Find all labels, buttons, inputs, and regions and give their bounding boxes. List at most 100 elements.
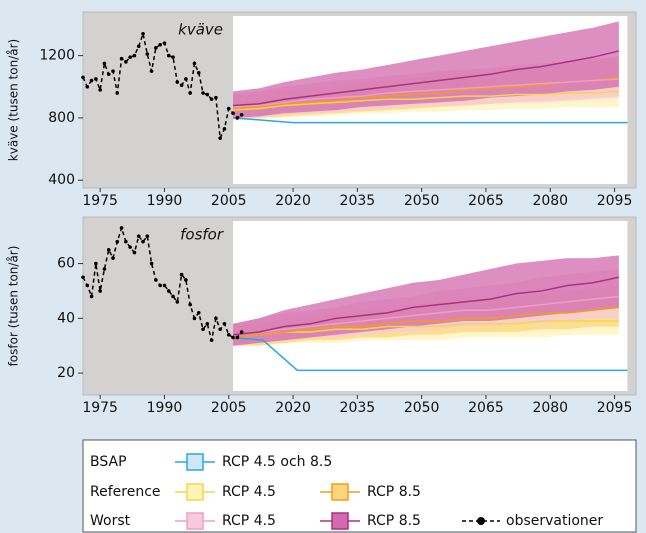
observation-point bbox=[188, 91, 192, 95]
scenario-line bbox=[232, 276, 620, 336]
y-tick-label: 800 bbox=[48, 110, 75, 126]
x-tick-label: 1990 bbox=[147, 400, 183, 416]
observation-point bbox=[128, 55, 132, 59]
observation-point bbox=[115, 239, 120, 244]
observation-point bbox=[145, 52, 150, 56]
x-tick-label: 2050 bbox=[404, 400, 440, 416]
x-tick-label: 2095 bbox=[597, 400, 633, 416]
observation-point bbox=[85, 84, 90, 89]
x-tick-label: 2065 bbox=[468, 193, 504, 209]
observation-point bbox=[192, 61, 197, 66]
scenario-line bbox=[232, 117, 628, 124]
legend-swatch bbox=[186, 483, 204, 501]
observation-point bbox=[119, 226, 124, 230]
observation-point bbox=[192, 316, 197, 321]
observation-point bbox=[171, 294, 175, 299]
scenario-line bbox=[232, 76, 619, 110]
observation-point bbox=[222, 127, 227, 131]
observation-point bbox=[94, 77, 98, 81]
observation-point bbox=[205, 322, 210, 326]
observation-point bbox=[141, 239, 145, 244]
x-tick-label: 2020 bbox=[275, 193, 311, 209]
observation-point bbox=[188, 302, 192, 307]
observation-point bbox=[179, 272, 184, 277]
y-tick-label: 400 bbox=[48, 172, 75, 188]
observation-point bbox=[124, 239, 128, 244]
panel-label: fosfor bbox=[180, 226, 224, 244]
observation-point bbox=[94, 261, 98, 266]
observation-point bbox=[231, 335, 235, 340]
observation-point bbox=[119, 56, 124, 61]
x-tick-label: 1990 bbox=[147, 193, 183, 209]
x-tick-label: 2035 bbox=[340, 400, 376, 416]
scenario-line bbox=[232, 306, 619, 339]
uncertainty-band bbox=[233, 255, 619, 346]
scenario-line bbox=[232, 78, 619, 108]
observation-point bbox=[81, 275, 85, 280]
legend-label: RCP 4.5 bbox=[222, 484, 276, 500]
observation-point bbox=[115, 91, 120, 95]
observation-point bbox=[158, 42, 162, 47]
y-axis-label: fosfor (tusen ton/år) bbox=[7, 246, 21, 367]
legend-swatch bbox=[186, 512, 204, 530]
observation-point bbox=[149, 261, 154, 266]
observation-point bbox=[184, 77, 188, 81]
observation-point bbox=[162, 41, 167, 45]
observation-point bbox=[106, 248, 111, 252]
observation-point bbox=[218, 327, 222, 332]
scenario-line bbox=[232, 320, 619, 339]
x-tick-label: 2035 bbox=[340, 193, 376, 209]
observation-point bbox=[145, 234, 150, 238]
observation-point bbox=[184, 278, 188, 282]
observation-point bbox=[102, 61, 107, 66]
legend-swatch bbox=[186, 453, 204, 471]
observation-point bbox=[154, 278, 158, 282]
scenario-line bbox=[232, 295, 619, 336]
observation-point bbox=[175, 300, 180, 304]
observation-point bbox=[89, 294, 94, 299]
observation-point bbox=[201, 91, 205, 95]
observation-point bbox=[196, 70, 201, 75]
observation-point bbox=[102, 267, 107, 271]
legend-row-label: BSAP bbox=[90, 454, 127, 470]
legend-label: observationer bbox=[506, 513, 603, 529]
observation-point bbox=[111, 69, 115, 73]
observation-point bbox=[222, 322, 227, 326]
legend-label: RCP 4.5 och 8.5 bbox=[222, 454, 332, 470]
legend-label: RCP 4.5 bbox=[222, 513, 276, 529]
x-tick-label: 2005 bbox=[211, 400, 247, 416]
x-tick-label: 1975 bbox=[82, 193, 118, 209]
observation-point bbox=[136, 234, 141, 238]
legend-row-label: Reference bbox=[90, 484, 161, 500]
observation-point bbox=[205, 92, 210, 97]
legend-box bbox=[82, 439, 637, 533]
y-axis-label: kväve (tusen ton/år) bbox=[7, 39, 21, 161]
observation-point bbox=[214, 95, 218, 100]
x-tick-label: 2050 bbox=[404, 193, 440, 209]
observation-point bbox=[141, 32, 145, 36]
observation-point bbox=[235, 335, 240, 340]
observation-point bbox=[89, 78, 94, 83]
observation-point bbox=[226, 106, 231, 111]
observation-point bbox=[214, 316, 218, 321]
observation-point bbox=[81, 75, 85, 80]
scenario-line bbox=[232, 336, 628, 372]
scenario-line bbox=[232, 50, 620, 107]
observation-point bbox=[171, 55, 175, 59]
observation-point bbox=[128, 245, 132, 249]
x-tick-label: 2080 bbox=[532, 193, 568, 209]
observation-point bbox=[98, 88, 102, 92]
observation-point bbox=[166, 289, 171, 293]
observation-point bbox=[98, 289, 102, 293]
x-tick-label: 2020 bbox=[275, 400, 311, 416]
scenario-line bbox=[232, 90, 619, 111]
observation-point bbox=[226, 332, 231, 337]
y-tick-label: 40 bbox=[57, 310, 75, 326]
x-tick-label: 2065 bbox=[468, 400, 504, 416]
observation-point bbox=[179, 83, 184, 88]
legend-swatch bbox=[331, 483, 349, 501]
observation-point bbox=[209, 97, 214, 102]
observation-point bbox=[132, 250, 137, 255]
observation-point bbox=[154, 46, 158, 50]
